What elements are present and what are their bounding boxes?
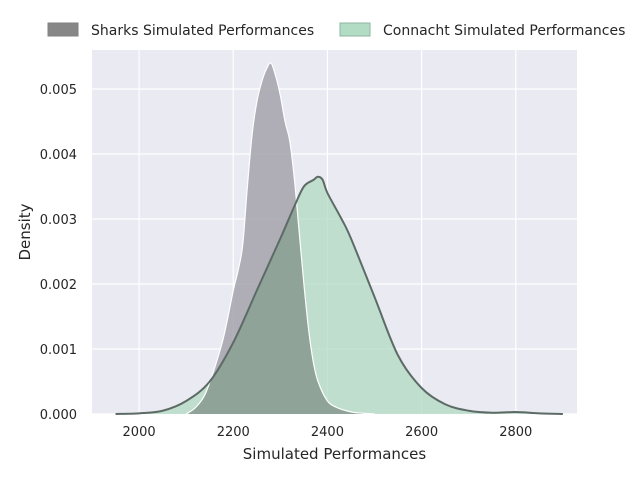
y-axis-label: Density [16, 203, 34, 260]
y-tick-label: 0.002 [40, 278, 77, 293]
legend-swatch-sharks [47, 22, 79, 37]
sharks-density-line [185, 62, 375, 415]
series-layer [115, 62, 563, 415]
legend-label-sharks: Sharks Simulated Performances [91, 23, 314, 39]
x-tick-label: 2200 [217, 425, 250, 440]
y-tick-label: 0.003 [40, 213, 77, 228]
legend-swatch-connacht [339, 22, 371, 37]
y-tick-label: 0.005 [40, 83, 77, 98]
x-tick-label: 2400 [311, 425, 344, 440]
connacht-density-line [115, 175, 563, 415]
y-tick-label: 0.004 [40, 148, 77, 163]
tick-labels: 2000 2200 2400 2600 2800 0.000 0.001 0.002 0.003… [40, 83, 533, 440]
legend: Sharks Simulated Performances Connacht Si… [47, 22, 625, 39]
x-tick-label: 2000 [123, 425, 156, 440]
legend-label-connacht: Connacht Simulated Performances [383, 23, 625, 39]
x-tick-label: 2600 [405, 425, 438, 440]
x-tick-label: 2800 [499, 425, 532, 440]
y-tick-label: 0.001 [40, 343, 77, 358]
y-tick-label: 0.000 [40, 408, 77, 423]
x-axis-label: Simulated Performances [243, 445, 427, 463]
